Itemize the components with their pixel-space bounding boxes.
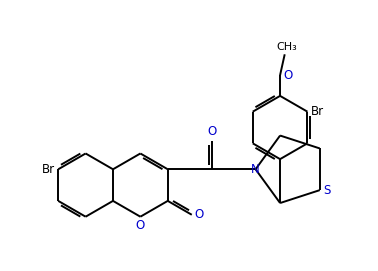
Text: Br: Br bbox=[311, 105, 324, 118]
Text: O: O bbox=[194, 208, 203, 221]
Text: Br: Br bbox=[42, 163, 54, 176]
Text: O: O bbox=[207, 125, 216, 138]
Text: S: S bbox=[323, 184, 330, 197]
Text: CH₃: CH₃ bbox=[277, 42, 297, 52]
Text: N: N bbox=[251, 163, 260, 176]
Text: O: O bbox=[284, 69, 293, 82]
Text: O: O bbox=[136, 219, 145, 232]
